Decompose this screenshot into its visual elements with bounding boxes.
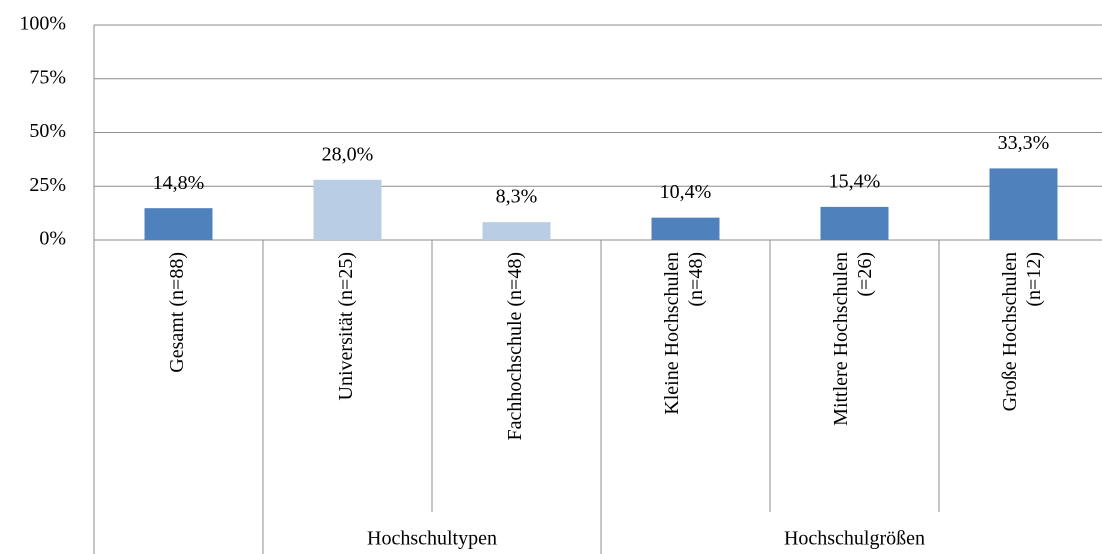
value-label: 8,3% — [496, 186, 538, 208]
y-tick-label: 0% — [39, 228, 66, 250]
x-tick-label: Große Hochschulen — [999, 252, 1021, 411]
bar — [820, 206, 889, 240]
x-tick-label: (=26) — [854, 252, 876, 297]
bar — [651, 217, 720, 240]
x-tick-label: Gesamt (n=88) — [166, 252, 188, 373]
y-tick-label: 75% — [29, 66, 66, 88]
bar — [313, 179, 382, 240]
value-label: 33,3% — [998, 132, 1050, 154]
value-label: 10,4% — [660, 181, 712, 203]
value-label: 28,0% — [322, 143, 374, 165]
y-tick-label: 100% — [19, 13, 66, 35]
group-label: Hochschultypen — [367, 528, 497, 550]
x-tick-label: Fachhochschule (n=48) — [504, 252, 526, 440]
value-label: 15,4% — [829, 170, 881, 192]
x-tick-label: (n=48) — [685, 252, 707, 307]
x-tick-label: Kleine Hochschulen — [661, 252, 683, 415]
group-label: Hochschulgrößen — [784, 528, 925, 550]
x-tick-label: (n=12) — [1023, 252, 1045, 307]
y-tick-label: 50% — [29, 120, 66, 142]
bar — [482, 222, 551, 240]
value-label: 14,8% — [153, 172, 205, 194]
y-tick-label: 25% — [29, 174, 66, 196]
x-tick-label: Universität (n=25) — [335, 252, 357, 400]
bar — [144, 208, 213, 240]
bar — [989, 168, 1058, 240]
x-tick-label: Mittlere Hochschulen — [830, 252, 852, 426]
